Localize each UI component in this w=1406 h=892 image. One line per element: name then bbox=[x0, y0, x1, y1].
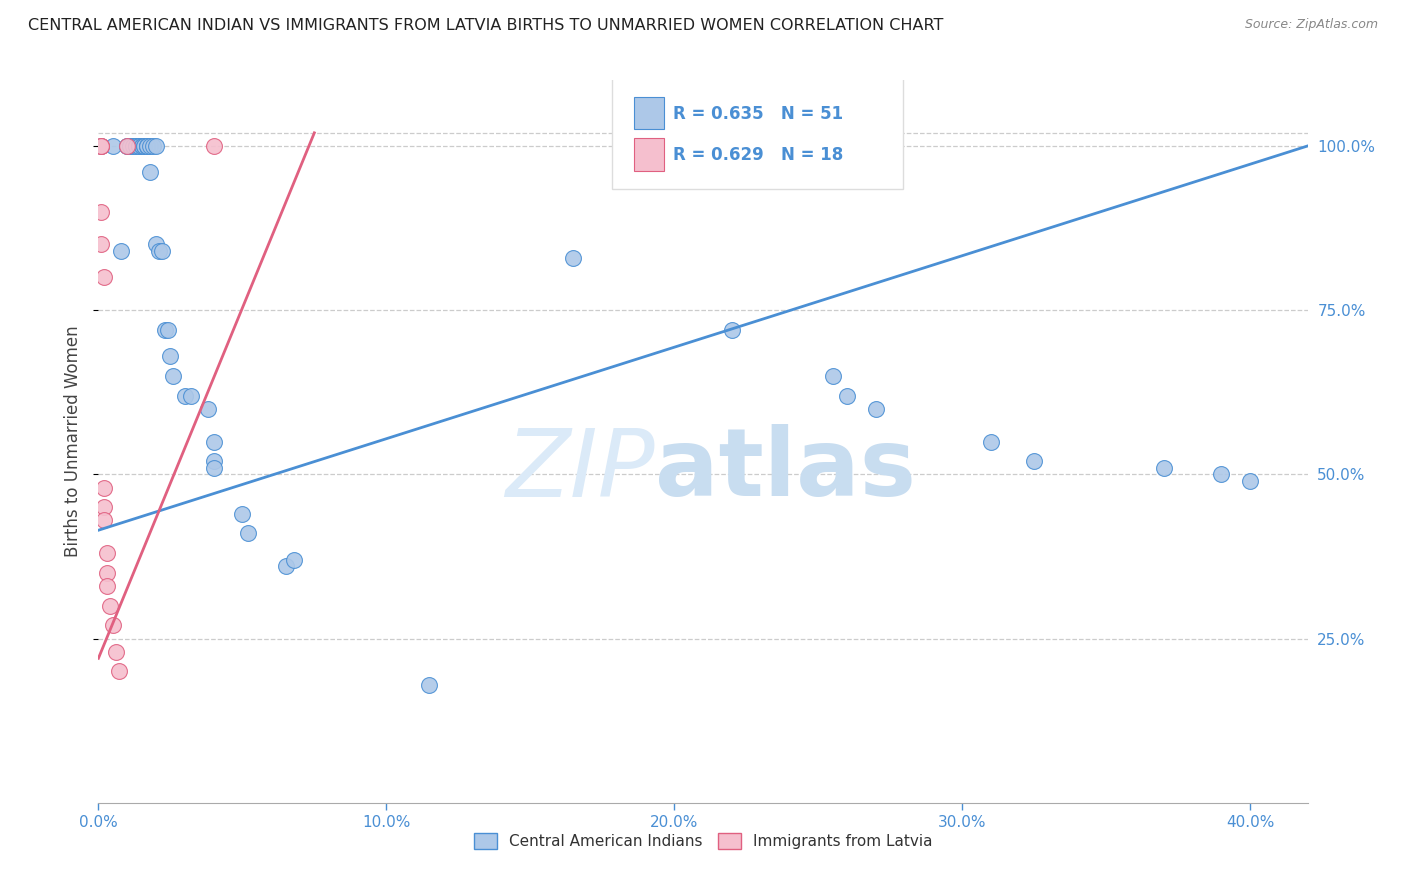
Point bbox=[115, 139, 138, 153]
Point bbox=[236, 526, 259, 541]
Point bbox=[1239, 474, 1261, 488]
Point bbox=[139, 165, 162, 179]
Point bbox=[93, 500, 115, 515]
Point bbox=[90, 139, 112, 153]
Point bbox=[283, 553, 305, 567]
Point bbox=[418, 677, 440, 691]
Point bbox=[90, 139, 112, 153]
Point bbox=[865, 401, 887, 416]
Point bbox=[96, 566, 118, 580]
Point bbox=[145, 237, 167, 252]
Text: R = 0.629   N = 18: R = 0.629 N = 18 bbox=[672, 145, 844, 164]
Point bbox=[821, 368, 844, 383]
Point bbox=[131, 139, 153, 153]
Text: CENTRAL AMERICAN INDIAN VS IMMIGRANTS FROM LATVIA BIRTHS TO UNMARRIED WOMEN CORR: CENTRAL AMERICAN INDIAN VS IMMIGRANTS FR… bbox=[28, 18, 943, 33]
FancyBboxPatch shape bbox=[613, 77, 903, 189]
Point bbox=[120, 139, 142, 153]
Point bbox=[162, 368, 184, 383]
Point bbox=[115, 139, 138, 153]
Point bbox=[153, 323, 176, 337]
Point bbox=[93, 270, 115, 285]
Point bbox=[197, 401, 219, 416]
Point bbox=[131, 139, 153, 153]
Point bbox=[139, 139, 162, 153]
Point bbox=[96, 579, 118, 593]
Point bbox=[148, 244, 170, 258]
Point bbox=[202, 454, 225, 468]
Point bbox=[90, 237, 112, 252]
Point bbox=[90, 139, 112, 153]
FancyBboxPatch shape bbox=[634, 97, 664, 129]
Point bbox=[128, 139, 150, 153]
Point bbox=[562, 251, 585, 265]
Point bbox=[180, 388, 202, 402]
Point bbox=[980, 434, 1002, 449]
Point bbox=[145, 139, 167, 153]
Point bbox=[202, 460, 225, 475]
Point bbox=[115, 139, 138, 153]
Point bbox=[1022, 454, 1045, 468]
Point bbox=[274, 559, 297, 574]
Point bbox=[104, 645, 127, 659]
Point bbox=[90, 139, 112, 153]
Point bbox=[93, 481, 115, 495]
Point bbox=[134, 139, 156, 153]
Point bbox=[101, 618, 124, 632]
Point bbox=[150, 244, 173, 258]
Point bbox=[125, 139, 148, 153]
FancyBboxPatch shape bbox=[634, 138, 664, 170]
Legend: Central American Indians, Immigrants from Latvia: Central American Indians, Immigrants fro… bbox=[474, 833, 932, 849]
Point bbox=[101, 139, 124, 153]
Point bbox=[202, 434, 225, 449]
Point bbox=[136, 139, 159, 153]
Point bbox=[142, 139, 165, 153]
Point bbox=[720, 323, 742, 337]
Point bbox=[90, 204, 112, 219]
Point bbox=[98, 599, 121, 613]
Text: atlas: atlas bbox=[655, 425, 915, 516]
Point bbox=[96, 546, 118, 560]
Point bbox=[202, 139, 225, 153]
Point bbox=[110, 244, 132, 258]
Point bbox=[231, 507, 253, 521]
Point bbox=[93, 513, 115, 527]
Point bbox=[107, 665, 129, 679]
Point bbox=[122, 139, 145, 153]
Point bbox=[134, 139, 156, 153]
Point bbox=[125, 139, 148, 153]
Point bbox=[1153, 460, 1175, 475]
Point bbox=[156, 323, 179, 337]
Point bbox=[128, 139, 150, 153]
Point bbox=[120, 139, 142, 153]
Text: Source: ZipAtlas.com: Source: ZipAtlas.com bbox=[1244, 18, 1378, 31]
Y-axis label: Births to Unmarried Women: Births to Unmarried Women bbox=[65, 326, 83, 558]
Point bbox=[136, 139, 159, 153]
Point bbox=[173, 388, 195, 402]
Text: ZIP: ZIP bbox=[505, 425, 655, 516]
Point bbox=[835, 388, 858, 402]
Text: R = 0.635   N = 51: R = 0.635 N = 51 bbox=[672, 104, 842, 122]
Point bbox=[159, 349, 181, 363]
Point bbox=[1211, 467, 1233, 482]
Point bbox=[136, 139, 159, 153]
